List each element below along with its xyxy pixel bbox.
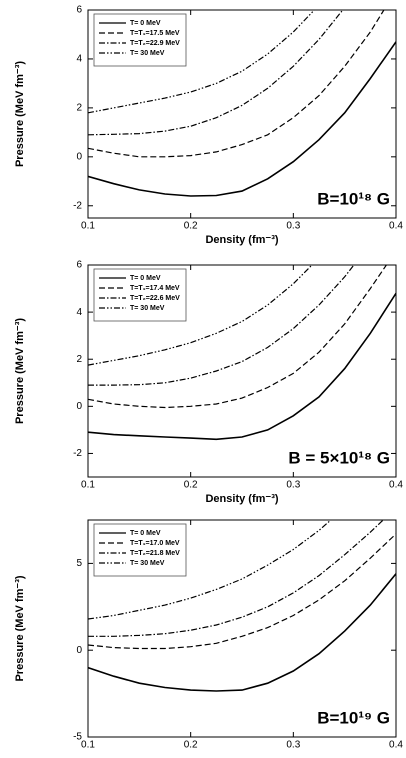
y-tick-label: 2 (76, 103, 82, 114)
y-tick-label: 2 (76, 354, 82, 365)
y-tick-label: 4 (76, 307, 82, 318)
legend-label: T=T₂=22.9 MeV (130, 40, 180, 47)
x-tick-label: 0.1 (81, 221, 95, 232)
legend-label: T= 30 MeV (130, 305, 165, 312)
y-tick-label: 4 (76, 54, 82, 65)
x-tick-label: 0.3 (286, 480, 300, 491)
legend-label: T=T₁=17.4 MeV (130, 285, 180, 292)
legend-label: T= 0 MeV (130, 275, 161, 282)
panel: 0.1 0.2 0.3 0.4 -2 0 2 4 6 Density (fm⁻³) Pressure… (14, 0, 403, 246)
x-tick-label: 0.1 (81, 740, 95, 751)
x-tick-label: 0.4 (389, 221, 403, 232)
series-line (88, 574, 396, 691)
legend-label: T= 0 MeV (130, 20, 161, 27)
legend-label: T= 30 MeV (130, 50, 165, 57)
x-axis-label: Density (fm⁻³) (205, 493, 278, 505)
y-axis-label: Pressure (MeV fm⁻³) (14, 318, 26, 424)
legend-label: T=T₂=21.8 MeV (130, 550, 180, 557)
y-axis-label: Pressure (MeV fm⁻³) (14, 61, 26, 167)
annotation: B=10¹⁸ G (317, 189, 390, 208)
y-tick-label: -2 (73, 448, 82, 459)
legend-label: T= 30 MeV (130, 560, 165, 567)
y-tick-label: 0 (76, 151, 82, 162)
x-tick-label: 0.4 (389, 740, 403, 751)
series-line (88, 152, 396, 365)
x-tick-label: 0.1 (81, 480, 95, 491)
y-tick-label: -5 (73, 732, 82, 743)
y-axis-label: Pressure (MeV fm⁻³) (14, 575, 26, 681)
x-tick-label: 0.2 (184, 480, 198, 491)
legend-label: T=T₁=17.5 MeV (130, 30, 180, 37)
legend-label: T= 0 MeV (130, 530, 161, 537)
y-tick-label: 5 (76, 558, 82, 569)
x-tick-label: 0.3 (286, 740, 300, 751)
annotation: B = 5×10¹⁸ G (288, 448, 390, 467)
x-tick-label: 0.2 (184, 740, 198, 751)
x-tick-label: 0.2 (184, 221, 198, 232)
legend-label: T=T₁=17.0 MeV (130, 540, 180, 547)
y-tick-label: 6 (76, 260, 82, 271)
x-tick-label: 0.4 (389, 480, 403, 491)
y-tick-label: 6 (76, 5, 82, 16)
y-tick-label: -2 (73, 200, 82, 211)
x-tick-label: 0.3 (286, 221, 300, 232)
y-tick-label: 0 (76, 401, 82, 412)
y-tick-label: 0 (76, 645, 82, 656)
legend-label: T=T₂=22.6 MeV (130, 295, 180, 302)
x-axis-label: Density (fm⁻³) (205, 234, 278, 246)
annotation: B=10¹⁹ G (317, 708, 390, 727)
